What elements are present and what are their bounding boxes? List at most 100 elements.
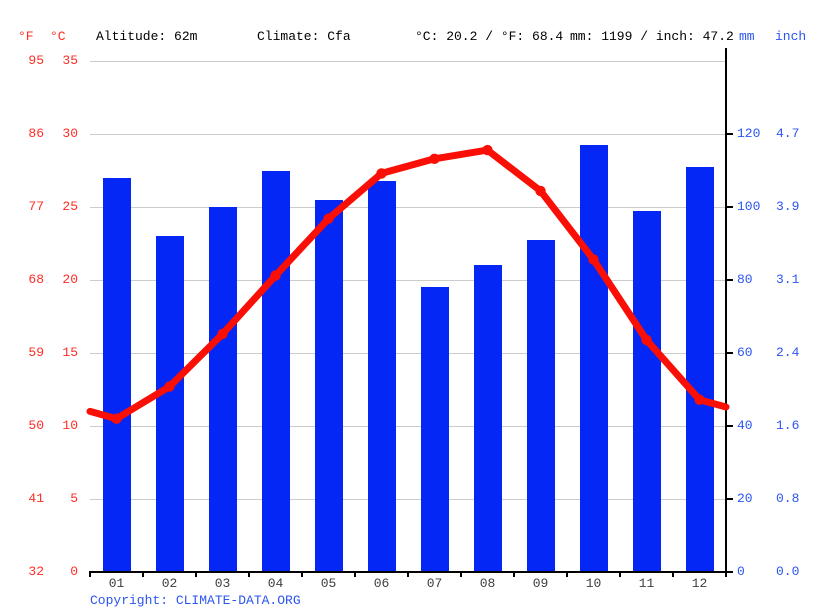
right-axis-line <box>725 48 727 573</box>
x-axis-tick <box>460 572 462 577</box>
temp-point <box>376 168 387 179</box>
x-axis-tick <box>142 572 144 577</box>
temp-point <box>270 270 281 281</box>
precip-bar <box>473 265 502 572</box>
axis-label-inch: 4.7 <box>776 126 800 141</box>
month-label: 05 <box>320 576 337 591</box>
axis-label-mm: 100 <box>737 199 761 214</box>
axis-label-f: 32 <box>28 564 44 579</box>
header-deg-f-label: °F <box>18 29 34 44</box>
month-label: 03 <box>214 576 231 591</box>
precip-bar <box>526 239 555 572</box>
copyright-link[interactable]: Copyright: CLIMATE-DATA.ORG <box>90 593 301 608</box>
axis-label-inch: 2.4 <box>776 345 800 360</box>
precip-bar <box>102 177 131 572</box>
header-inch-label: inch <box>775 29 807 44</box>
right-axis-tick <box>726 206 733 208</box>
axis-label-inch: 1.6 <box>776 418 800 433</box>
right-axis-tick <box>726 571 733 573</box>
temp-point <box>429 153 440 164</box>
right-axis-tick <box>726 352 733 354</box>
temp-point <box>641 334 652 346</box>
axis-label-c: 25 <box>62 199 78 214</box>
precip-bar <box>314 199 343 572</box>
axis-label-f: 59 <box>28 345 44 360</box>
gridline <box>90 206 726 208</box>
axis-label-f: 41 <box>28 491 44 506</box>
precip-bar <box>367 181 396 572</box>
temp-point <box>535 185 546 197</box>
month-label: 12 <box>691 576 708 591</box>
temp-point <box>164 381 175 392</box>
gridline <box>90 133 726 135</box>
temp-point <box>111 413 122 424</box>
precipitation-summary: mm: 1199 / inch: 47.2 <box>570 29 734 44</box>
axis-label-inch: 0.0 <box>776 564 800 579</box>
right-axis-tick <box>726 498 733 500</box>
x-axis-tick <box>672 572 674 577</box>
gridline <box>90 60 726 62</box>
axis-label-mm: 60 <box>737 345 753 360</box>
axis-label-f: 95 <box>28 53 44 68</box>
x-axis-tick <box>513 572 515 577</box>
precip-bar <box>685 166 714 572</box>
gridline <box>90 425 726 427</box>
precip-bar <box>155 236 184 572</box>
x-axis-tick <box>301 572 303 577</box>
x-axis-tick <box>566 572 568 577</box>
month-label: 01 <box>108 576 125 591</box>
temp-point <box>217 328 228 340</box>
axis-label-mm: 20 <box>737 491 753 506</box>
axis-label-mm: 40 <box>737 418 753 433</box>
header-mm-label: mm <box>739 29 755 44</box>
right-axis-tick <box>726 425 733 427</box>
x-axis-tick <box>619 572 621 577</box>
axis-label-mm: 80 <box>737 272 753 287</box>
axis-label-f: 77 <box>28 199 44 214</box>
month-label: 11 <box>638 576 655 591</box>
temp-point <box>588 254 599 265</box>
axis-label-f: 86 <box>28 126 44 141</box>
month-label: 10 <box>585 576 602 591</box>
precip-bar <box>420 287 449 572</box>
axis-label-inch: 0.8 <box>776 491 800 506</box>
axis-label-mm: 120 <box>737 126 761 141</box>
month-label: 02 <box>161 576 178 591</box>
axis-label-c: 20 <box>62 272 78 287</box>
precip-bar <box>261 170 290 572</box>
temp-point <box>323 213 334 224</box>
x-axis-tick <box>195 572 197 577</box>
axis-label-f: 68 <box>28 272 44 287</box>
gridline <box>90 279 726 281</box>
precip-bar <box>579 144 608 572</box>
month-label: 07 <box>426 576 443 591</box>
x-axis-tick <box>725 572 727 577</box>
gridline <box>90 498 726 500</box>
x-axis-tick <box>407 572 409 577</box>
temp-point <box>482 144 493 156</box>
temperature-summary: °C: 20.2 / °F: 68.4 <box>415 29 564 44</box>
month-label: 04 <box>267 576 284 591</box>
right-axis-tick <box>726 279 733 281</box>
axis-label-c: 10 <box>62 418 78 433</box>
axis-label-c: 30 <box>62 126 78 141</box>
axis-label-c: 15 <box>62 345 78 360</box>
x-axis-tick <box>248 572 250 577</box>
month-label: 08 <box>479 576 496 591</box>
precip-bar <box>632 210 661 572</box>
header-deg-c-label: °C <box>50 29 66 44</box>
axis-label-f: 50 <box>28 418 44 433</box>
gridline <box>90 352 726 354</box>
axis-label-mm: 0 <box>737 564 745 579</box>
climate-class-label: Climate: Cfa <box>257 29 351 44</box>
axis-label-c: 0 <box>70 564 78 579</box>
precip-bar <box>208 207 237 572</box>
month-label: 06 <box>373 576 390 591</box>
altitude-label: Altitude: 62m <box>96 29 198 44</box>
axis-label-c: 5 <box>70 491 78 506</box>
temp-point <box>694 394 705 405</box>
axis-label-c: 35 <box>62 53 78 68</box>
temperature-line <box>86 146 730 423</box>
